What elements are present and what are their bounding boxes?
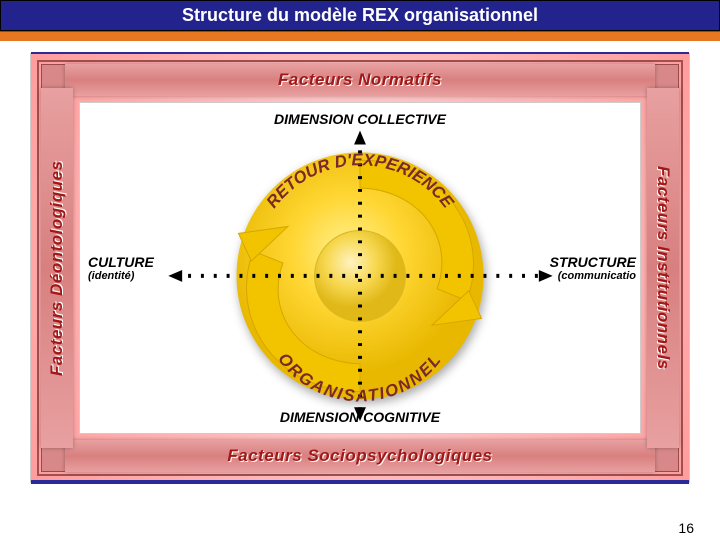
orange-divider xyxy=(0,31,720,41)
banner-bottom-text: Facteurs Sociopsychologiques xyxy=(227,446,492,466)
banner-top: Facteurs Normatifs xyxy=(65,64,655,96)
corner-bracket xyxy=(653,64,679,90)
center-panel: DIMENSION COLLECTIVE DIMENSION COGNITIVE… xyxy=(79,102,641,434)
rex-circle-diagram: RETOUR D'EXPERIENCE ORGANISATIONNEL xyxy=(80,103,640,433)
banner-right: Facteurs Institutionnels xyxy=(647,88,679,448)
corner-bracket xyxy=(41,446,67,472)
diagram-frame: Facteurs Normatifs Facteurs Sociopsychol… xyxy=(30,53,690,483)
corner-bracket xyxy=(653,446,679,472)
banner-right-text: Facteurs Institutionnels xyxy=(653,166,673,370)
title-bar: Structure du modèle REX organisationnel xyxy=(0,0,720,31)
blue-bottom-sep xyxy=(31,480,689,484)
page-number: 16 xyxy=(678,520,694,536)
banner-left-text: Facteurs Déontologiques xyxy=(47,160,67,376)
title-text: Structure du modèle REX organisationnel xyxy=(182,5,538,25)
banner-bottom: Facteurs Sociopsychologiques xyxy=(65,440,655,472)
corner-bracket xyxy=(41,64,67,90)
banner-top-text: Facteurs Normatifs xyxy=(278,70,442,90)
banner-left: Facteurs Déontologiques xyxy=(41,88,73,448)
